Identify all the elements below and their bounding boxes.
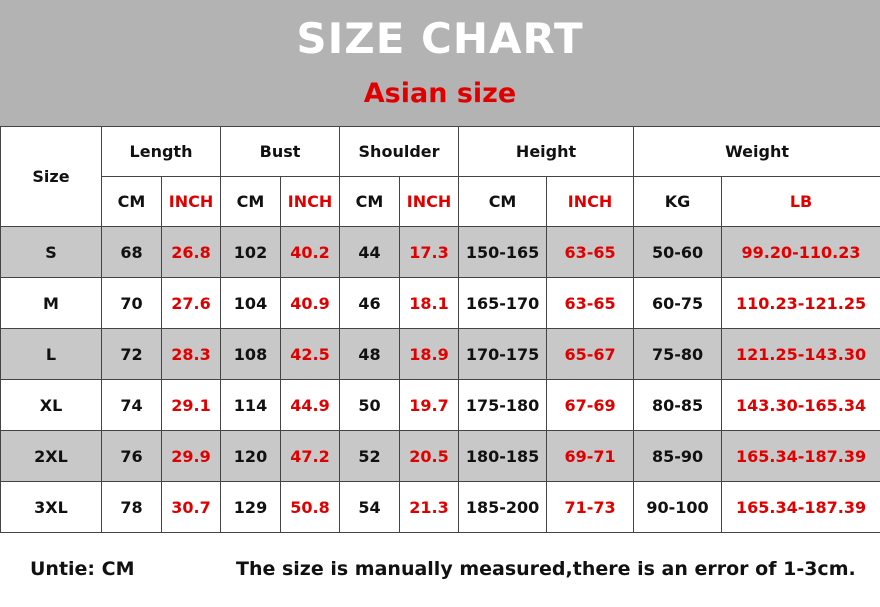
- unit-header: CM: [101, 176, 162, 227]
- table-cell: 18.9: [399, 328, 460, 380]
- table-cell: 65-67: [546, 328, 635, 380]
- table-cell: 47.2: [279, 430, 341, 482]
- table-cell: 150-165: [458, 226, 548, 278]
- table-cell: 20.5: [399, 430, 460, 482]
- unit-header: INCH: [161, 176, 221, 227]
- size-cell: 2XL: [0, 430, 102, 482]
- table-cell: 50.8: [279, 481, 341, 533]
- table-row: XL 74 29.1 114 44.9 50 19.7 175-180 67-6…: [0, 379, 880, 431]
- size-cell: 3XL: [0, 481, 102, 533]
- size-column-header: Size: [0, 126, 102, 227]
- table-cell: 50: [339, 379, 401, 431]
- table-cell: 21.3: [399, 481, 460, 533]
- size-cell: S: [0, 226, 102, 278]
- table-cell: 121.25-143.30: [721, 328, 880, 380]
- table-cell: 27.6: [161, 277, 221, 329]
- table-cell: 68: [101, 226, 162, 278]
- group-header-weight: Weight: [633, 126, 880, 177]
- unit-note: Untie: CM: [30, 558, 135, 580]
- table-cell: 80-85: [633, 379, 723, 431]
- table-cell: 19.7: [399, 379, 460, 431]
- page-subtitle: Asian size: [363, 78, 517, 109]
- table-cell: 165.34-187.39: [721, 430, 880, 482]
- table-cell: 40.9: [279, 277, 341, 329]
- table-cell: 67-69: [546, 379, 635, 431]
- table-cell: 165-170: [458, 277, 548, 329]
- table-cell: 143.30-165.34: [721, 379, 880, 431]
- table-cell: 63-65: [546, 277, 635, 329]
- table-cell: 102: [220, 226, 281, 278]
- unit-header: KG: [633, 176, 723, 227]
- unit-header: INCH: [399, 176, 460, 227]
- table-cell: 104: [220, 277, 281, 329]
- table-row: S 68 26.8 102 40.2 44 17.3 150-165 63-65…: [0, 226, 880, 278]
- table-cell: 180-185: [458, 430, 548, 482]
- table-cell: 114: [220, 379, 281, 431]
- table-cell: 69-71: [546, 430, 635, 482]
- unit-header: CM: [220, 176, 281, 227]
- table-cell: 74: [101, 379, 162, 431]
- table-cell: 48: [339, 328, 401, 380]
- table-cell: 52: [339, 430, 401, 482]
- table-cell: 165.34-187.39: [721, 481, 880, 533]
- measurement-note: The size is manually measured,there is a…: [236, 558, 856, 580]
- table-cell: 72: [101, 328, 162, 380]
- unit-header: CM: [339, 176, 401, 227]
- unit-header: INCH: [546, 176, 635, 227]
- size-cell: L: [0, 328, 102, 380]
- table-cell: 40.2: [279, 226, 341, 278]
- table-cell: 50-60: [633, 226, 723, 278]
- table-cell: 110.23-121.25: [721, 277, 880, 329]
- table-cell: 185-200: [458, 481, 548, 533]
- page-title: SIZE CHART: [296, 14, 584, 63]
- table-cell: 30.7: [161, 481, 221, 533]
- header-banner: SIZE CHART Asian size: [0, 0, 880, 126]
- table-row: M 70 27.6 104 40.9 46 18.1 165-170 63-65…: [0, 277, 880, 329]
- unit-header: LB: [721, 176, 880, 227]
- table-cell: 29.1: [161, 379, 221, 431]
- table-cell: 44: [339, 226, 401, 278]
- table-cell: 71-73: [546, 481, 635, 533]
- footer-notes: Untie: CM The size is manually measured,…: [0, 530, 880, 607]
- table-cell: 42.5: [279, 328, 341, 380]
- table-cell: 90-100: [633, 481, 723, 533]
- table-cell: 54: [339, 481, 401, 533]
- table-cell: 17.3: [399, 226, 460, 278]
- table-row: L 72 28.3 108 42.5 48 18.9 170-175 65-67…: [0, 328, 880, 380]
- table-cell: 46: [339, 277, 401, 329]
- unit-header: CM: [458, 176, 548, 227]
- table-cell: 170-175: [458, 328, 548, 380]
- group-header-height: Height: [458, 126, 635, 177]
- table-cell: 120: [220, 430, 281, 482]
- table-cell: 85-90: [633, 430, 723, 482]
- size-cell: XL: [0, 379, 102, 431]
- table-cell: 78: [101, 481, 162, 533]
- table-row: 3XL 78 30.7 129 50.8 54 21.3 185-200 71-…: [0, 481, 880, 533]
- table-cell: 29.9: [161, 430, 221, 482]
- table-cell: 70: [101, 277, 162, 329]
- header-row-units: CM INCH CM INCH CM INCH CM INCH KG LB: [1, 176, 880, 227]
- table-cell: 99.20-110.23: [721, 226, 880, 278]
- size-cell: M: [0, 277, 102, 329]
- table-cell: 75-80: [633, 328, 723, 380]
- table-cell: 129: [220, 481, 281, 533]
- table-cell: 28.3: [161, 328, 221, 380]
- table-cell: 60-75: [633, 277, 723, 329]
- group-header-bust: Bust: [219, 126, 341, 177]
- unit-header: INCH: [279, 176, 341, 227]
- table-cell: 26.8: [161, 226, 221, 278]
- table-cell: 76: [101, 430, 162, 482]
- group-header-shoulder: Shoulder: [339, 126, 460, 177]
- group-header-length: Length: [101, 126, 221, 177]
- table-cell: 18.1: [399, 277, 460, 329]
- table-cell: 108: [220, 328, 281, 380]
- header-row-groups: Size Length Bust Shoulder Height Weight: [0, 126, 880, 227]
- table-cell: 44.9: [279, 379, 341, 431]
- table-row: 2XL 76 29.9 120 47.2 52 20.5 180-185 69-…: [0, 430, 880, 482]
- size-chart-table: Size Length Bust Shoulder Height Weight …: [0, 126, 880, 533]
- table-cell: 63-65: [546, 226, 635, 278]
- table-cell: 175-180: [458, 379, 548, 431]
